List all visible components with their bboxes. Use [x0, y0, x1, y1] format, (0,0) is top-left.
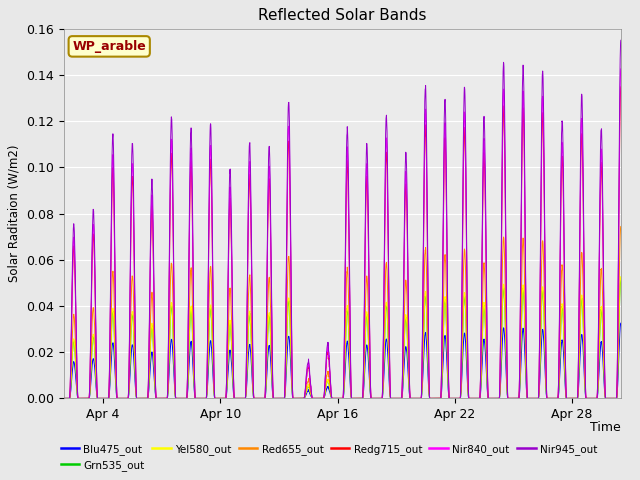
Title: Reflected Solar Bands: Reflected Solar Bands [258, 9, 427, 24]
Text: Time: Time [590, 420, 621, 433]
Text: WP_arable: WP_arable [72, 40, 146, 53]
Legend: Blu475_out, Grn535_out, Yel580_out, Red655_out, Redg715_out, Nir840_out, Nir945_: Blu475_out, Grn535_out, Yel580_out, Red6… [56, 439, 602, 475]
Y-axis label: Solar Raditaion (W/m2): Solar Raditaion (W/m2) [8, 145, 20, 282]
